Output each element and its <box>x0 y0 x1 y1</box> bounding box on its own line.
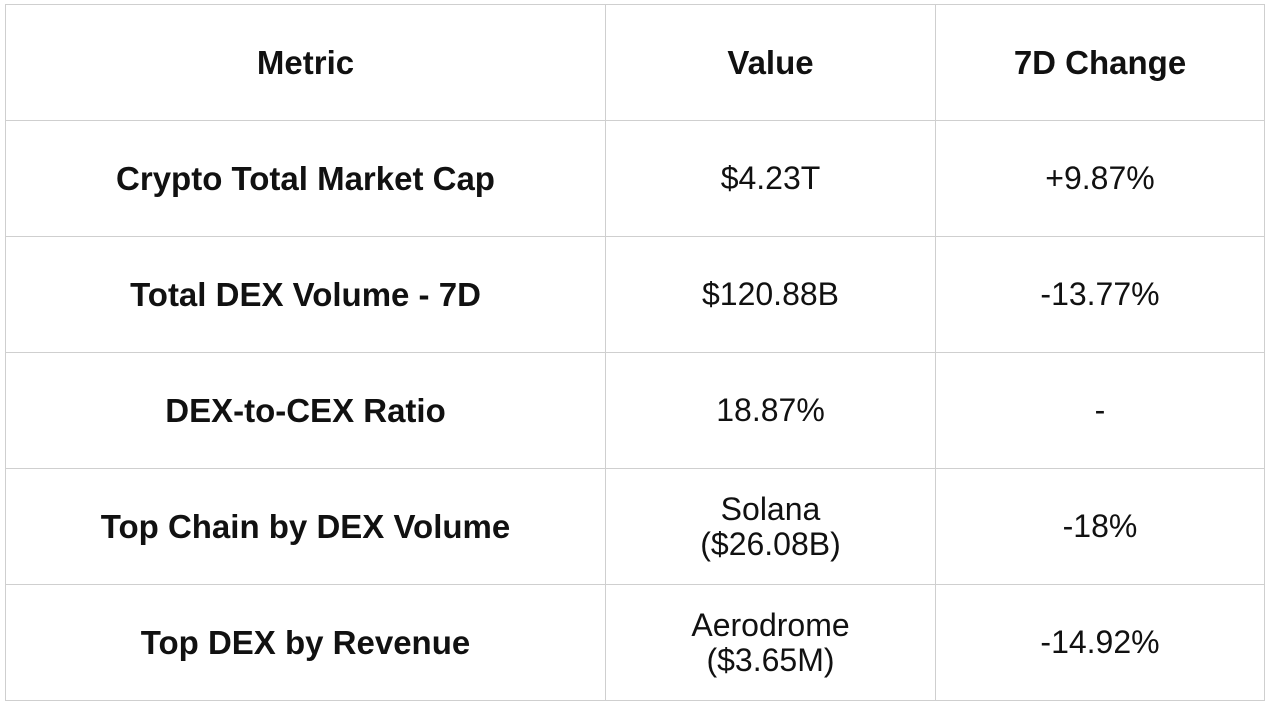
header-metric: Metric <box>5 4 606 121</box>
table-row: Crypto Total Market Cap $4.23T +9.87% <box>5 120 1265 237</box>
value-text: $4.23T <box>720 160 821 197</box>
value-text: Aerodrome <box>691 606 850 643</box>
value-cell: $4.23T <box>605 120 936 237</box>
value-text: 18.87% <box>716 392 825 429</box>
table-row: Top DEX by Revenue Aerodrome ($3.65M) -1… <box>5 584 1265 701</box>
metric-cell: DEX-to-CEX Ratio <box>5 352 606 469</box>
value-cell: $120.88B <box>605 236 936 353</box>
table-row: DEX-to-CEX Ratio 18.87% - <box>5 352 1265 469</box>
metric-cell: Crypto Total Market Cap <box>5 120 606 237</box>
value-cell: Aerodrome ($3.65M) <box>605 584 936 701</box>
change-cell: -14.92% <box>935 584 1265 701</box>
value-subtext: ($26.08B) <box>700 525 841 562</box>
table-header-row: Metric Value 7D Change <box>5 4 1265 121</box>
metric-cell: Total DEX Volume - 7D <box>5 236 606 353</box>
value-cell: 18.87% <box>605 352 936 469</box>
table-row: Total DEX Volume - 7D $120.88B -13.77% <box>5 236 1265 353</box>
value-subtext: ($3.65M) <box>706 641 835 678</box>
change-cell: +9.87% <box>935 120 1265 237</box>
change-cell: -13.77% <box>935 236 1265 353</box>
value-text: $120.88B <box>701 276 839 313</box>
value-text: Solana <box>720 490 821 527</box>
change-cell: - <box>935 352 1265 469</box>
table-row: Top Chain by DEX Volume Solana ($26.08B)… <box>5 468 1265 585</box>
metrics-table: Metric Value 7D Change Crypto Total Mark… <box>5 4 1265 701</box>
value-cell: Solana ($26.08B) <box>605 468 936 585</box>
change-cell: -18% <box>935 468 1265 585</box>
metric-cell: Top DEX by Revenue <box>5 584 606 701</box>
metric-cell: Top Chain by DEX Volume <box>5 468 606 585</box>
header-7d-change: 7D Change <box>935 4 1265 121</box>
metrics-table-container: Metric Value 7D Change Crypto Total Mark… <box>5 4 1265 701</box>
header-value: Value <box>605 4 936 121</box>
